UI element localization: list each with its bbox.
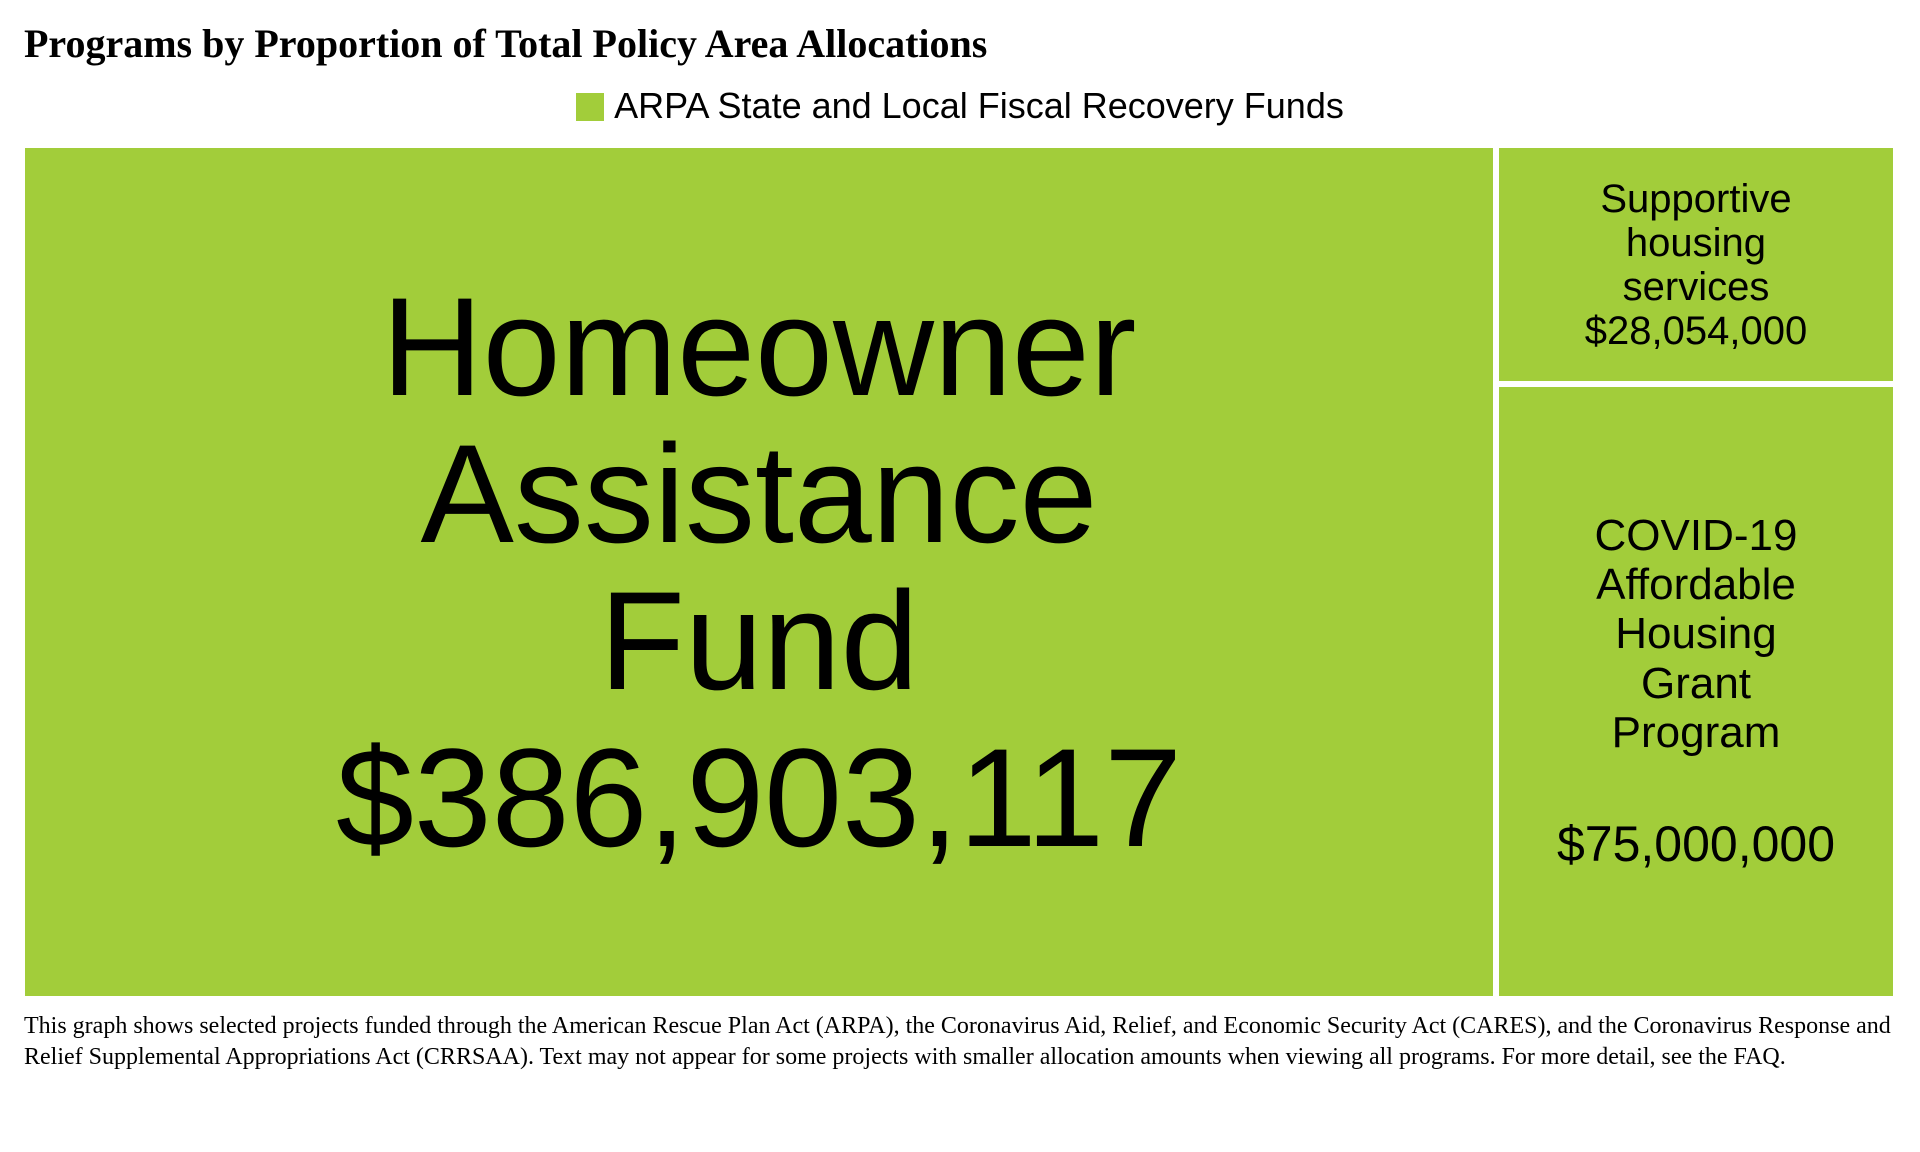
- chart-caption: This graph shows selected projects funde…: [24, 1011, 1896, 1073]
- treemap-cell-covid19-affordable-housing[interactable]: COVID-19 Affordable Housing Grant Progra…: [1498, 386, 1894, 997]
- treemap-cell-homeowner-assistance-fund[interactable]: Homeowner Assistance Fund $386,903,117: [24, 147, 1494, 997]
- legend: ARPA State and Local Fiscal Recovery Fun…: [24, 85, 1896, 127]
- treemap-cell-supportive-housing-services[interactable]: Supportive housing services $28,054,000: [1498, 147, 1894, 382]
- chart-title: Programs by Proportion of Total Policy A…: [24, 20, 1896, 67]
- chart-container: Programs by Proportion of Total Policy A…: [0, 0, 1920, 1093]
- treemap-right-column: Supportive housing services $28,054,000 …: [1498, 147, 1894, 997]
- cell-value: $386,903,117: [336, 724, 1182, 871]
- cell-name: Homeowner Assistance Fund: [382, 273, 1137, 714]
- cell-name: COVID-19 Affordable Housing Grant Progra…: [1595, 511, 1798, 757]
- cell-name: Supportive housing services: [1600, 177, 1791, 309]
- legend-swatch: [576, 93, 604, 121]
- treemap: Homeowner Assistance Fund $386,903,117 S…: [24, 147, 1894, 997]
- cell-value: $75,000,000: [1557, 817, 1835, 872]
- legend-label: ARPA State and Local Fiscal Recovery Fun…: [614, 85, 1344, 126]
- cell-value: $28,054,000: [1585, 309, 1807, 353]
